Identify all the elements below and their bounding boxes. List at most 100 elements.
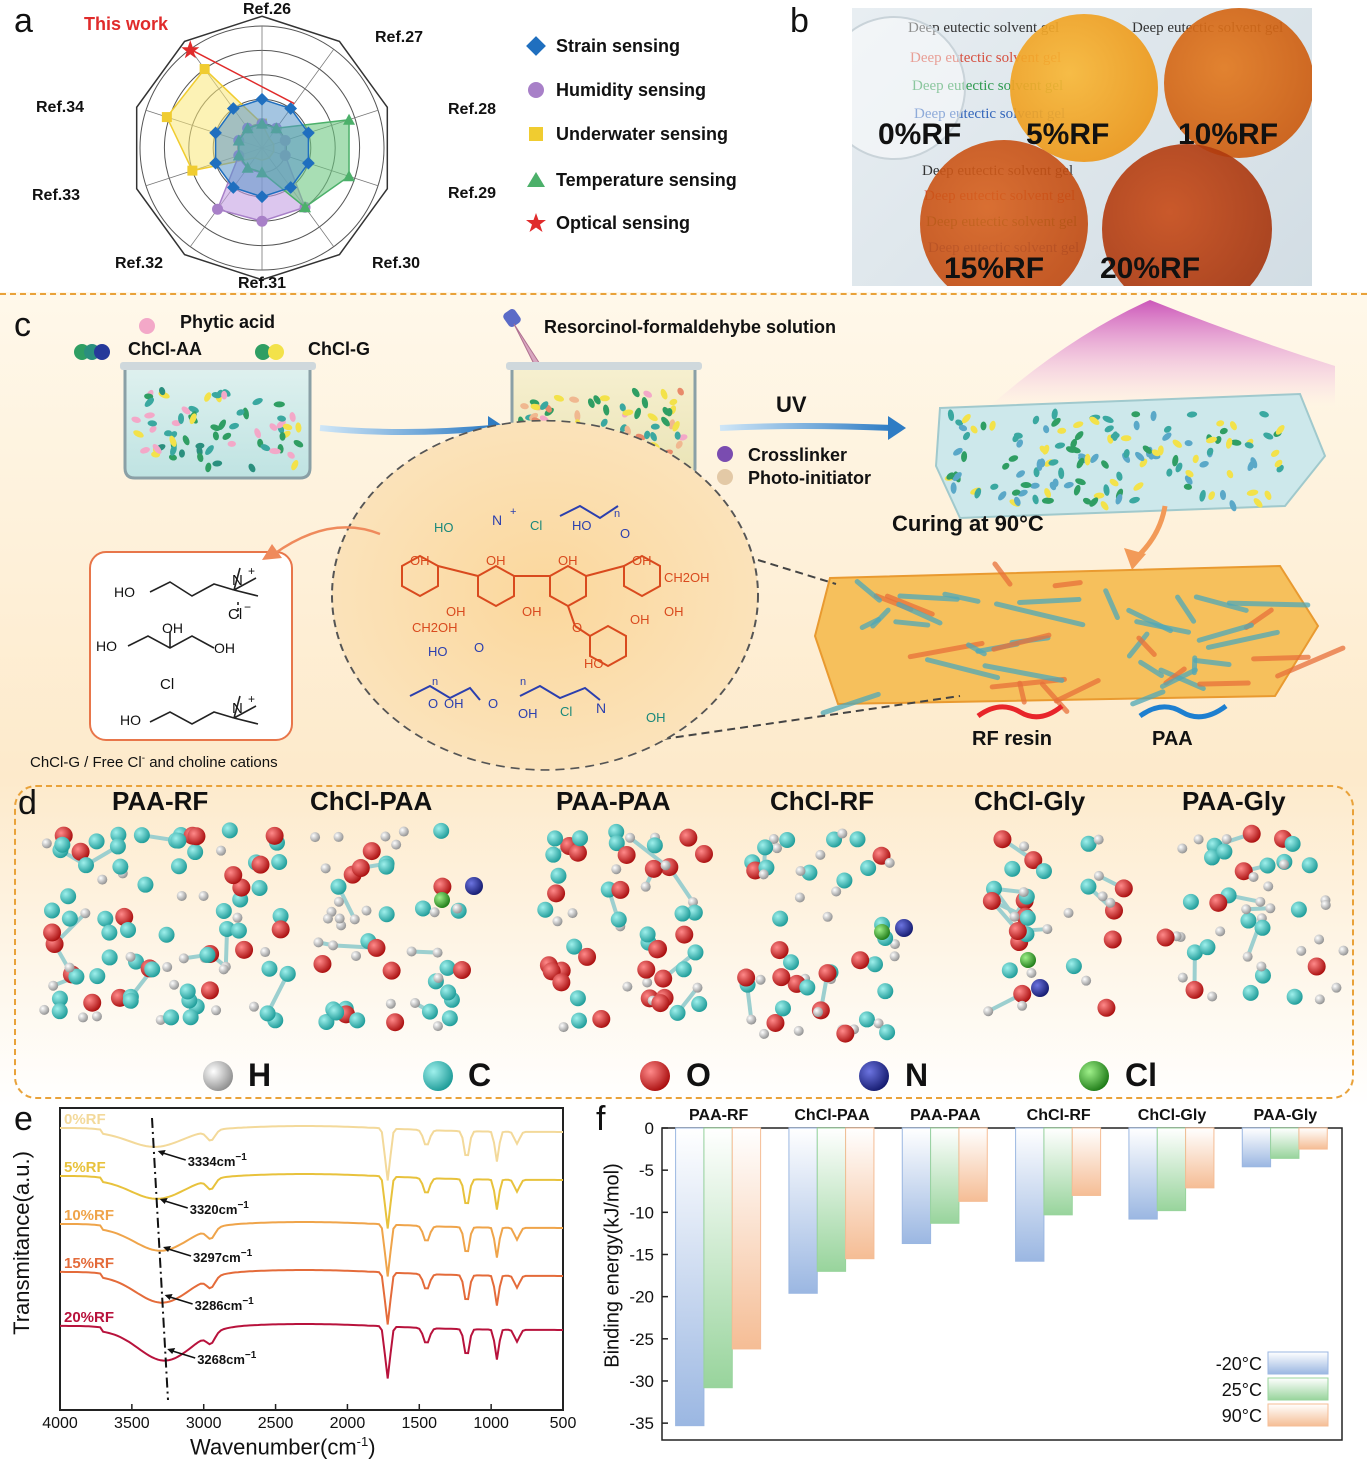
atom-h [822,911,833,922]
particle [1205,436,1217,444]
atom-c [251,879,268,896]
legend-underwater: Underwater sensing [556,124,729,144]
atom-h [162,962,173,973]
atom-h [640,881,651,892]
bar-series [675,1127,1328,1427]
atom-h [80,908,91,919]
particle [540,401,549,410]
temperature-point [343,113,356,125]
atom-c [866,956,883,973]
strain-point [302,156,315,170]
atom-h [39,1004,50,1015]
particle [1073,484,1081,496]
particle [1051,408,1058,420]
particle [1157,445,1164,456]
particle [1142,445,1152,454]
bar [1015,1127,1045,1262]
atom-h [1081,975,1092,986]
bar [845,1127,875,1260]
atom-h [349,914,360,925]
atom-c-ball [423,1061,453,1091]
particle [958,424,968,432]
particle [1274,459,1283,468]
particle [1219,427,1228,435]
strain-point [209,156,222,170]
atom-c [182,1009,199,1026]
atom-o [452,961,471,980]
atom-c [440,984,457,1001]
particle [1044,488,1051,498]
atom-o [367,938,386,957]
atom-n [465,877,483,895]
atom-c [439,959,456,976]
atom-c [120,921,137,938]
atom-o [772,968,791,987]
bar-legend-swatch [1267,1377,1329,1401]
atom-c [801,864,818,881]
crosslinker-dot [717,446,733,462]
atom-h [755,974,766,985]
particle [1082,497,1092,505]
bar [1156,1127,1187,1212]
bar [958,1127,988,1202]
atom-h [380,831,391,842]
particle [946,472,955,480]
paa-label: PAA [1152,728,1193,750]
circle-ho-2: HO [434,520,454,535]
atom-c [51,990,68,1007]
atom-c [421,1003,438,1020]
atom-c [1290,901,1307,918]
box-ho-1: HO [114,584,135,600]
atom-h [611,864,622,875]
particle [631,387,640,398]
particle [1074,431,1084,441]
atom-h [873,1018,884,1029]
atom-c [170,832,187,849]
atom-o [651,994,670,1013]
atom-h [48,980,59,991]
box-plus-2: + [248,692,256,706]
atom-h [410,998,421,1009]
fiber [992,561,1013,587]
particle [1184,440,1193,447]
fiber [897,593,960,602]
ftir-tick-label: 1000 [473,1415,509,1432]
atom-h [746,1014,757,1025]
bar [1128,1127,1158,1220]
particle [293,439,304,448]
panel-label-f: f [596,1100,606,1138]
atom-o [265,826,284,845]
circle-n-sub-3: n [614,508,621,520]
photo-text-1: Deep eutectic solvent gel [908,20,1060,36]
atom-o [770,941,789,960]
underwater-marker [529,127,543,141]
underwater-point [199,64,210,75]
panel-label-c: c [14,306,31,344]
atom-c [441,1010,458,1027]
bar-category-label: ChCl-RF [1027,1107,1091,1124]
model-title-paa-paa: PAA-PAA [556,786,671,816]
ftir-curve [60,1269,563,1325]
ftir-curve [60,1323,563,1379]
beaker-1 [120,362,316,480]
atom-c [1259,857,1276,874]
atom-c [170,858,187,875]
bar [1185,1127,1215,1189]
atom-c [101,924,118,941]
atom-c [349,1012,366,1029]
bar [1241,1127,1272,1168]
rf-structure [401,554,661,668]
particle [952,472,962,482]
atom-h [1093,834,1104,845]
ftir-ylabel: Transmitance(a.u.) [9,1151,34,1335]
peak-arrow [168,1349,196,1359]
particle [1051,417,1061,427]
atom-c [51,1003,68,1020]
particle [1036,459,1043,471]
atom-o [592,1009,611,1028]
atom-h [432,947,443,958]
gel-slab [934,392,1327,520]
atom-h [1009,911,1020,922]
atom-h [1193,834,1204,845]
atom-h [1248,871,1259,882]
